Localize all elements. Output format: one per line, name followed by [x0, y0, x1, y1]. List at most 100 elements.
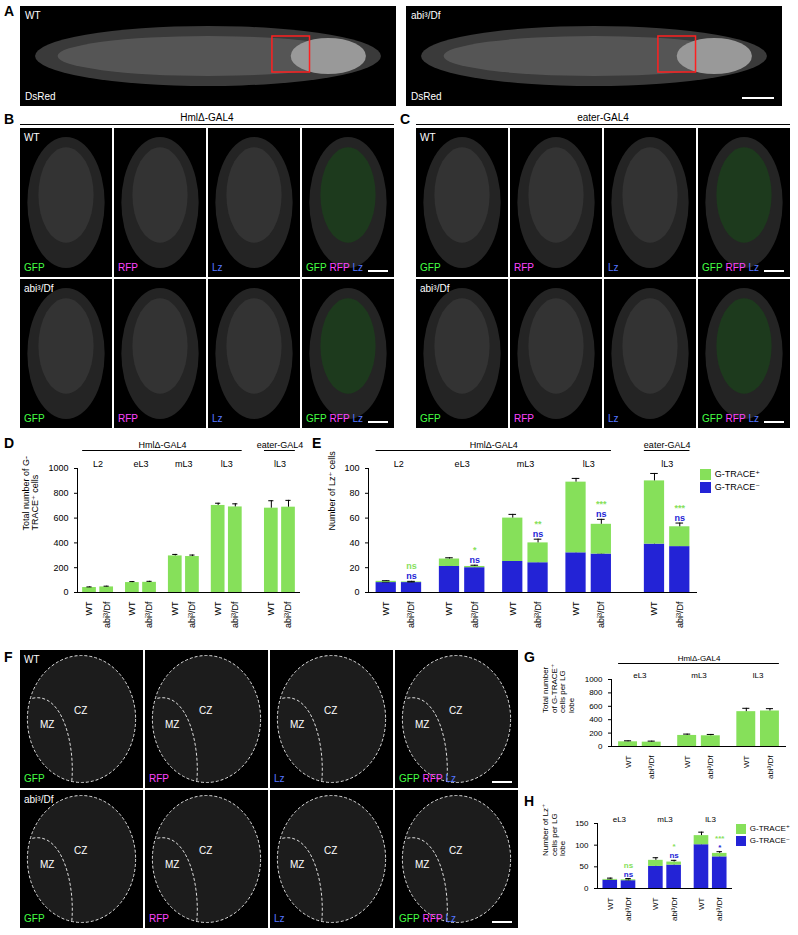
svg-text:WT: WT [84, 601, 94, 615]
svg-text:***: *** [715, 834, 725, 843]
svg-text:***: *** [596, 499, 607, 509]
svg-text:80: 80 [349, 488, 359, 498]
svg-text:mL3: mL3 [175, 459, 193, 469]
svg-text:lL3: lL3 [274, 459, 286, 469]
svg-text:ns: ns [669, 851, 679, 860]
svg-text:Total numberof G-TRACE⁺cells p: Total numberof G-TRACE⁺cells per LGlobe [541, 664, 576, 713]
svg-text:abi³/Df: abi³/Df [624, 897, 633, 921]
svg-text:L2: L2 [93, 459, 103, 469]
svg-text:*: * [718, 843, 722, 852]
svg-text:HmlΔ-GAL4: HmlΔ-GAL4 [678, 654, 721, 663]
svg-text:eL3: eL3 [455, 459, 470, 469]
svg-text:lL3: lL3 [661, 459, 673, 469]
html-text:WT: WT [25, 10, 41, 21]
svg-text:ns: ns [470, 555, 481, 565]
svg-text:Number of Lz⁺ cells: Number of Lz⁺ cells [327, 451, 337, 531]
svg-text:400: 400 [589, 715, 603, 724]
svg-text:abi³/Df: abi³/Df [283, 601, 293, 628]
svg-text:abi³/Df: abi³/Df [470, 601, 480, 628]
svg-text:**: ** [535, 519, 543, 529]
svg-text:ns: ns [675, 513, 686, 523]
svg-text:0: 0 [354, 587, 359, 597]
svg-text:WT: WT [444, 601, 454, 615]
svg-text:lL3: lL3 [705, 815, 716, 824]
svg-text:WT: WT [697, 897, 706, 910]
svg-text:200: 200 [589, 729, 603, 738]
svg-text:WT: WT [649, 601, 659, 615]
html-text:A: A [4, 3, 15, 19]
svg-text:ns: ns [596, 509, 607, 519]
svg-text:abi³/Df: abi³/Df [715, 897, 724, 921]
svg-text:lL3: lL3 [583, 459, 595, 469]
svg-text:WT: WT [213, 601, 223, 615]
svg-text:1000: 1000 [585, 675, 603, 684]
svg-text:WT: WT [571, 601, 581, 615]
svg-text:40: 40 [349, 538, 359, 548]
svg-text:200: 200 [53, 563, 68, 573]
svg-text:WT: WT [127, 601, 137, 615]
svg-text:abi³/Df: abi³/Df [706, 755, 715, 779]
svg-text:WT: WT [606, 897, 615, 910]
svg-text:ns: ns [406, 561, 417, 571]
svg-text:eL3: eL3 [133, 459, 148, 469]
svg-text:WT: WT [624, 755, 633, 768]
svg-text:WT: WT [508, 601, 518, 615]
svg-text:600: 600 [589, 702, 603, 711]
svg-text:400: 400 [53, 538, 68, 548]
svg-text:WT: WT [651, 897, 660, 910]
svg-text:WT: WT [742, 755, 751, 768]
html-text:DsRed: DsRed [25, 91, 56, 102]
svg-text:1000: 1000 [48, 463, 68, 473]
svg-text:*: * [473, 545, 477, 555]
svg-text:abi³/Df: abi³/Df [533, 601, 543, 628]
svg-text:abi³/Df: abi³/Df [187, 601, 197, 628]
svg-text:abi³/Df: abi³/Df [766, 755, 775, 779]
svg-text:eater-GAL4: eater-GAL4 [257, 440, 304, 450]
svg-text:lL3: lL3 [753, 671, 764, 680]
svg-text:100: 100 [575, 841, 589, 850]
html-text:abi³/Df: abi³/Df [411, 10, 441, 21]
svg-text:600: 600 [53, 513, 68, 523]
svg-text:abi³/Df: abi³/Df [144, 601, 154, 628]
svg-text:mL3: mL3 [517, 459, 535, 469]
svg-text:mL3: mL3 [657, 815, 673, 824]
svg-text:abi³/Df: abi³/Df [670, 897, 679, 921]
svg-text:HmlΔ-GAL4: HmlΔ-GAL4 [138, 440, 186, 450]
svg-text:Number of Lz⁺cells per LGlobe: Number of Lz⁺cells per LGlobe [541, 804, 568, 856]
svg-text:eL3: eL3 [613, 815, 627, 824]
svg-text:WT: WT [381, 601, 391, 615]
svg-text:HmlΔ-GAL4: HmlΔ-GAL4 [470, 440, 518, 450]
svg-text:0: 0 [63, 587, 68, 597]
svg-text:lL3: lL3 [221, 459, 233, 469]
svg-text:0: 0 [584, 884, 589, 893]
svg-text:ns: ns [533, 529, 544, 539]
svg-text:ns: ns [406, 571, 417, 581]
svg-text:abi³/Df: abi³/Df [596, 601, 606, 628]
svg-text:ns: ns [624, 861, 634, 870]
svg-text:abi³/Df: abi³/Df [647, 755, 656, 779]
svg-text:100: 100 [344, 463, 359, 473]
html-text:DsRed: DsRed [411, 91, 442, 102]
svg-text:800: 800 [53, 488, 68, 498]
svg-text:mL3: mL3 [691, 671, 707, 680]
svg-text:abi³/Df: abi³/Df [406, 601, 416, 628]
svg-text:150: 150 [575, 819, 589, 828]
svg-text:abi³/Df: abi³/Df [230, 601, 240, 628]
svg-text:L2: L2 [394, 459, 404, 469]
svg-text:60: 60 [349, 513, 359, 523]
svg-text:abi³/Df: abi³/Df [102, 601, 112, 628]
svg-text:800: 800 [589, 688, 603, 697]
svg-text:50: 50 [580, 862, 589, 871]
svg-text:WT: WT [683, 755, 692, 768]
svg-text:20: 20 [349, 563, 359, 573]
svg-text:WT: WT [266, 601, 276, 615]
svg-text:WT: WT [170, 601, 180, 615]
svg-text:*: * [673, 842, 677, 851]
svg-text:abi³/Df: abi³/Df [675, 601, 685, 628]
svg-text:ns: ns [624, 870, 634, 879]
svg-text:eL3: eL3 [633, 671, 647, 680]
svg-text:Total number of G-TRACE⁺ cells: Total number of G-TRACE⁺ cells [21, 456, 41, 531]
svg-text:0: 0 [598, 742, 603, 751]
svg-text:eater-GAL4: eater-GAL4 [644, 440, 691, 450]
svg-text:***: *** [675, 503, 686, 513]
